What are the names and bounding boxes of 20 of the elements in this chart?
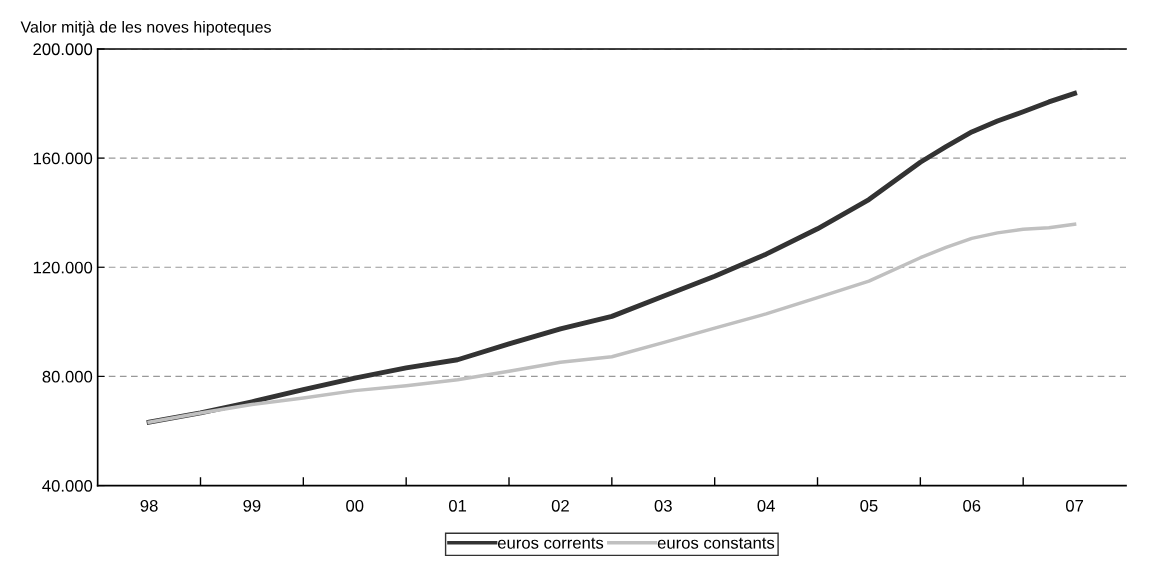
line-series bbox=[146, 91, 1078, 425]
y-tick-label: 40.000 bbox=[42, 479, 93, 492]
x-tick-label: 00 bbox=[346, 499, 364, 512]
y-tick-label: 200.000 bbox=[33, 43, 93, 56]
x-tick-label: 99 bbox=[243, 499, 261, 512]
y-tick-label: 160.000 bbox=[33, 152, 93, 165]
y-tick-label: 80.000 bbox=[42, 370, 93, 383]
x-tick-label: 04 bbox=[757, 499, 775, 512]
x-tick-label: 05 bbox=[860, 499, 878, 512]
x-tick-label: 98 bbox=[140, 499, 158, 512]
y-tick-label: 120.000 bbox=[33, 261, 93, 274]
x-tick-label: 01 bbox=[448, 499, 467, 512]
legend-label: euros constants bbox=[657, 537, 775, 549]
x-tick-label: 06 bbox=[963, 499, 981, 512]
x-tick-label: 02 bbox=[551, 499, 569, 512]
y-axis-title: Valor mitjà de les noves hipoteques bbox=[20, 20, 271, 36]
line-series bbox=[147, 222, 1077, 424]
x-tick-label: 03 bbox=[654, 499, 672, 512]
legend-label: euros corrents bbox=[497, 537, 604, 549]
x-tick-label: 07 bbox=[1065, 499, 1084, 512]
